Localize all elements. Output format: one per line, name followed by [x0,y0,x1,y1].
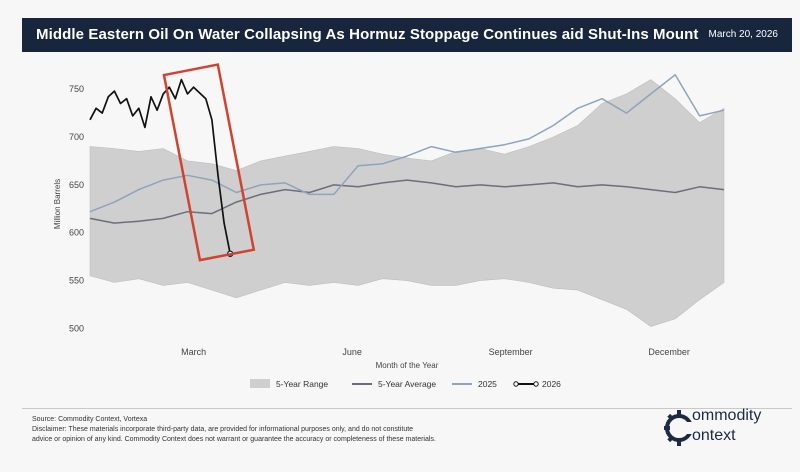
x-tick-label: September [489,347,533,357]
legend-label: 2026 [542,379,561,389]
source-text: Source: Commodity Context, Vortexa [32,416,148,423]
disclaimer-line-2: advice or opinion of any kind. Commodity… [32,436,436,443]
commodity-context-logo: ommodity ontext [662,404,792,454]
x-tick-label: December [648,347,690,357]
y-tick-label: 600 [69,228,84,238]
series-2025-line [89,74,725,213]
legend-layer: 5-Year Range 5-Year Average 2025 2026 [250,379,561,389]
chart-header: Middle Eastern Oil On Water Collapsing A… [22,18,792,52]
legend-marker [513,381,519,387]
disclaimer-line-1: Disclaimer: These materials incorporate … [32,426,414,433]
series-2026-line [89,78,232,254]
y-tick-label: 700 [69,132,84,142]
legend-label: 2025 [478,379,497,389]
logo-line-2: ontext [692,427,736,444]
footer: Source: Commodity Context, Vortexa Discl… [32,415,632,445]
y-axis-title: Million Barrels [53,179,62,229]
axes-layer: 500 550 600 650 700 750 March June September Dece… [53,84,690,370]
lines-layer [89,74,725,257]
legend-marker [533,381,539,387]
x-tick-label: June [342,347,362,357]
chart-date: March 20, 2026 [708,29,779,40]
annotation-layer [162,63,256,262]
y-tick-label: 750 [69,84,84,94]
legend-swatch-band [250,379,270,388]
highlight-box [162,63,256,262]
y-tick-label: 550 [69,276,84,286]
x-tick-label: March [181,347,206,357]
gear-icon [664,410,696,446]
legend-label: 5-Year Average [378,379,436,389]
series-5-year-average-line [89,179,725,224]
y-tick-label: 650 [69,180,84,190]
legend-label: 5-Year Range [276,379,328,389]
chart-title: Middle Eastern Oil On Water Collapsing A… [36,26,699,43]
x-axis-title: Month of the Year [376,361,439,370]
footer-divider [22,408,792,409]
y-tick-label: 500 [69,323,84,333]
logo-line-1: ommodity [692,407,762,424]
series-five-year-range-band [89,79,725,327]
band-layer [89,79,725,327]
